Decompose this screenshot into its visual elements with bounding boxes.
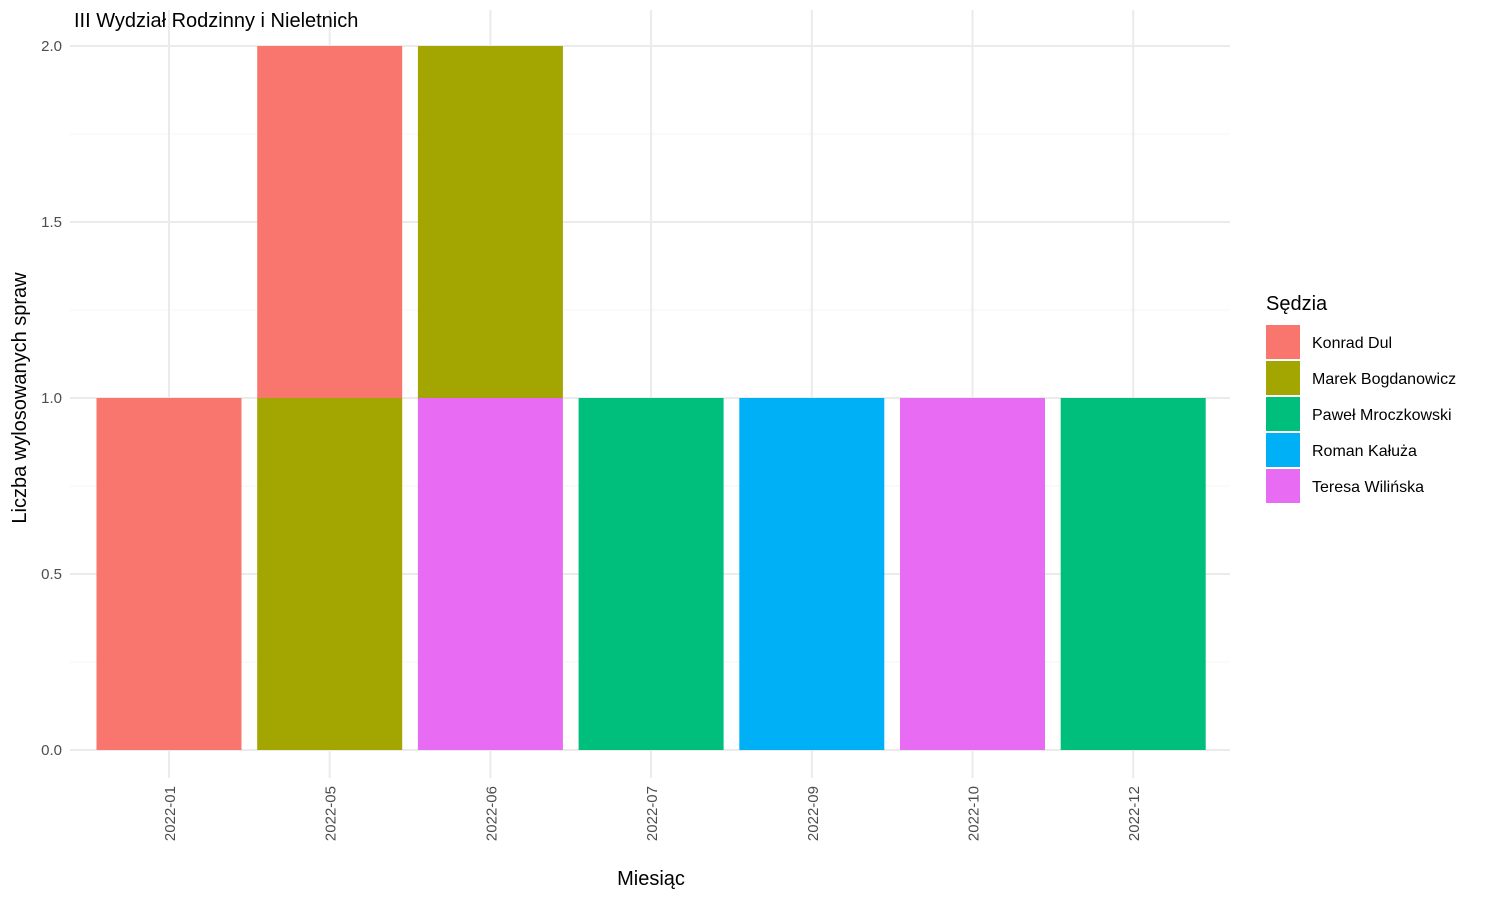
x-axis-title: Miesiąc: [617, 868, 685, 890]
bar-segment: [257, 46, 403, 398]
bar-segment: [417, 398, 563, 750]
x-axis-ticks: 2022-01 2022-05 2022-06 2022-07 2022-09 2022-…: [162, 786, 1143, 841]
y-axis-title: Liczba wylosowanych spraw: [9, 272, 31, 524]
y-tick-label: 0.5: [41, 566, 62, 583]
x-tick-label: 2022-07: [644, 786, 661, 841]
legend-label: Roman Kałuża: [1312, 443, 1417, 460]
x-tick-label: 2022-09: [805, 786, 822, 841]
legend-key: [1266, 325, 1300, 359]
x-tick-label: 2022-01: [162, 786, 179, 841]
legend-key: [1266, 469, 1300, 503]
x-tick-label: 2022-06: [483, 786, 500, 841]
bar-segment: [257, 398, 403, 750]
bars: [96, 46, 1206, 750]
legend-label: Paweł Mroczkowski: [1312, 407, 1452, 424]
legend-key: [1266, 433, 1300, 467]
chart-title: III Wydział Rodzinny i Nieletnich: [74, 10, 358, 32]
x-tick-label: 2022-10: [966, 786, 983, 841]
bar-segment: [900, 398, 1045, 750]
y-tick-label: 0.0: [41, 742, 62, 759]
legend-label: Marek Bogdanowicz: [1312, 371, 1456, 388]
legend-label: Konrad Dul: [1312, 335, 1392, 352]
legend-key: [1266, 397, 1300, 431]
y-axis-ticks: 0.0 0.5 1.0 1.5 2.0: [41, 38, 62, 759]
bar-segment: [96, 398, 242, 750]
x-tick-label: 2022-12: [1126, 786, 1143, 841]
y-tick-label: 2.0: [41, 38, 62, 55]
legend-key: [1266, 361, 1300, 395]
x-tick-label: 2022-05: [323, 786, 340, 841]
legend-title: Sędzia: [1266, 293, 1328, 315]
bar-segment: [1060, 398, 1206, 750]
bar-segment: [417, 46, 563, 398]
legend: Sędzia Konrad Dul Marek Bogdanowicz Paweł …: [1266, 293, 1456, 503]
bar-segment: [739, 398, 885, 750]
y-tick-label: 1.0: [41, 390, 62, 407]
bar-segment: [578, 398, 724, 750]
legend-label: Teresa Wilińska: [1312, 479, 1424, 496]
y-tick-label: 1.5: [41, 214, 62, 231]
